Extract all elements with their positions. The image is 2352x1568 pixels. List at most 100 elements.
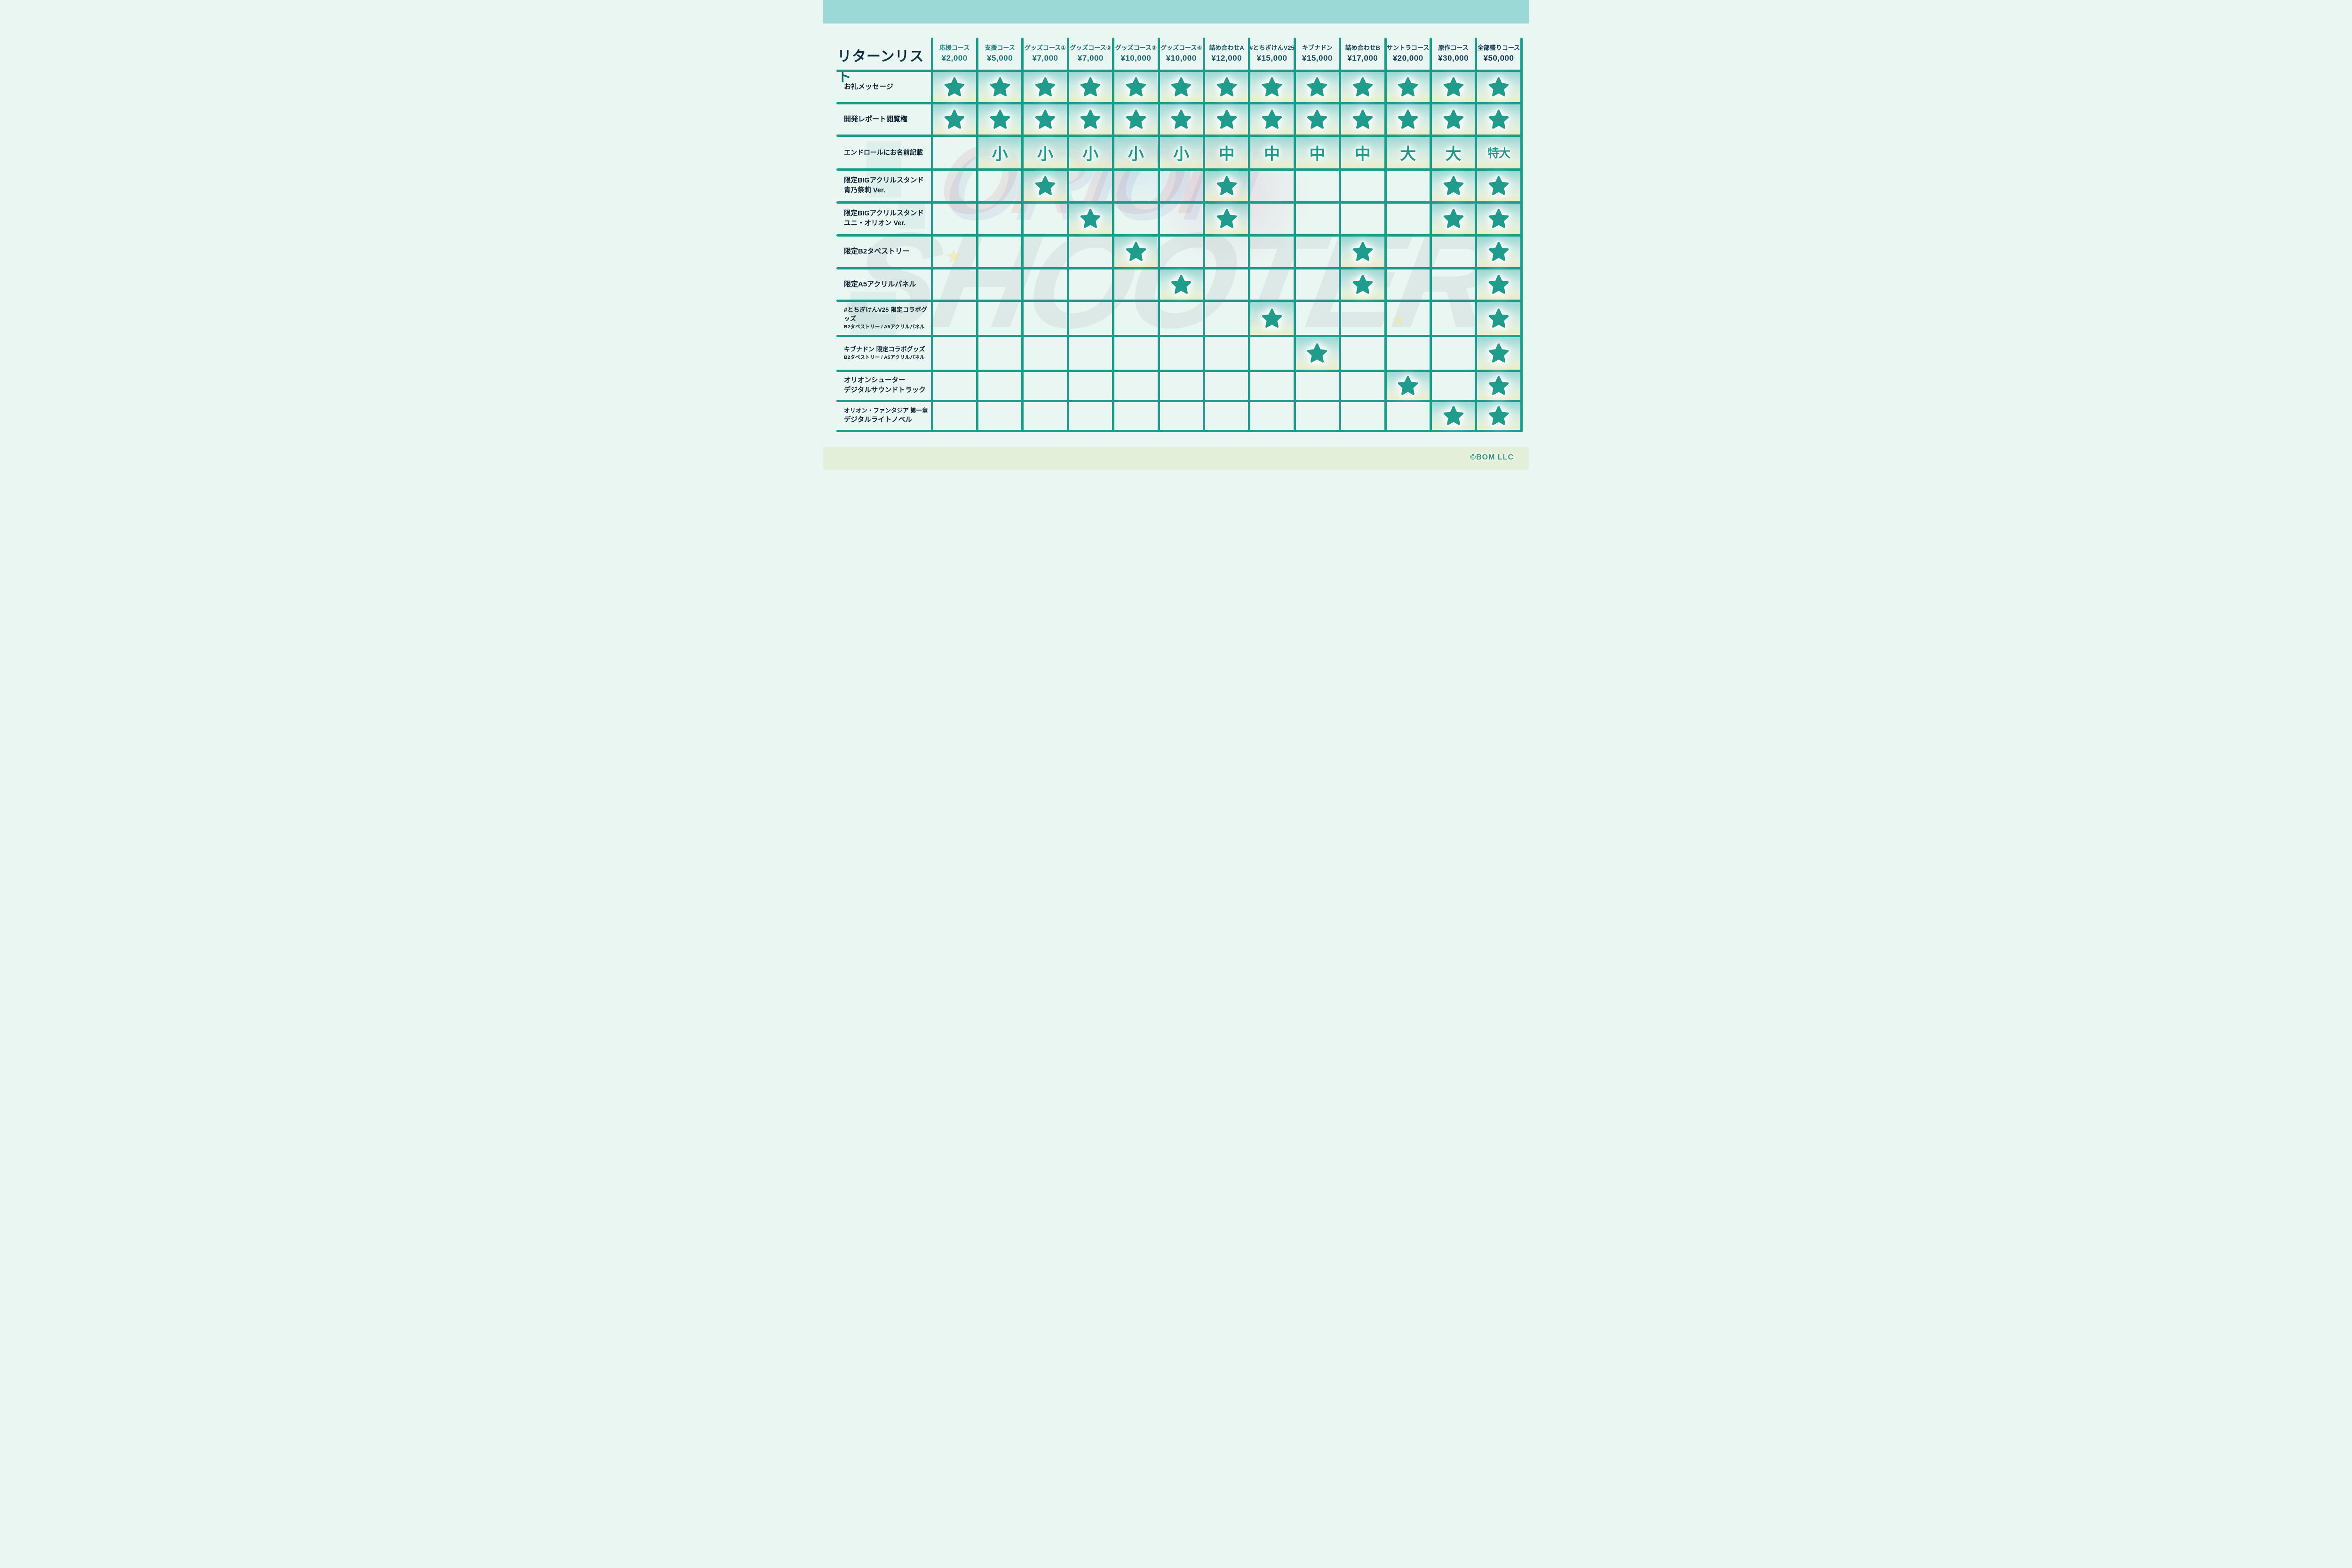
course-price: ¥7,000: [1032, 53, 1058, 63]
course-price: ¥15,000: [1256, 53, 1287, 63]
cell-tint: [1431, 136, 1475, 168]
star-icon: [1261, 76, 1283, 98]
reward-cell: [1113, 235, 1159, 268]
star-icon: [989, 76, 1011, 98]
course-price: ¥7,000: [1077, 53, 1104, 63]
reward-cell: 小: [1068, 135, 1113, 169]
star-icon: [1397, 375, 1419, 396]
row-label: オリオンシューターデジタルサウンドトラック: [839, 371, 930, 401]
star-icon: [1080, 76, 1101, 98]
star-icon: [1306, 109, 1328, 130]
reward-cell: 大: [1385, 135, 1430, 169]
cell-tint: [1295, 136, 1339, 168]
column-divider: [1112, 38, 1115, 432]
star-icon: [1488, 405, 1510, 427]
reward-cell: [1023, 71, 1068, 103]
row-label-line: オリオンシューター: [844, 376, 906, 384]
column-divider: [1520, 38, 1523, 432]
credit-size-text: 小: [1128, 145, 1144, 163]
star-icon: [1306, 76, 1328, 98]
cell-tint: [1205, 136, 1248, 168]
star-icon: [1443, 175, 1464, 197]
row-label-line: お礼メッセージ: [844, 82, 893, 91]
watermark-square: [898, 202, 925, 229]
reward-cell: [1340, 268, 1385, 301]
credit-size-text: 特大: [1487, 147, 1510, 160]
top-band: [823, 0, 1529, 24]
star-icon: [1397, 76, 1419, 98]
reward-cell: [1430, 71, 1476, 103]
reward-cell: [977, 103, 1022, 135]
row-label: 限定BIGアクリルスタンド ユニ・オリオン Ver.: [839, 202, 930, 235]
reward-cell: [1430, 202, 1476, 235]
row-divider: [836, 102, 1523, 104]
column-header: グッズコース① ¥7,000: [1023, 39, 1068, 68]
column-divider: [1021, 38, 1024, 432]
column-header: 原作コース ¥30,000: [1430, 39, 1476, 68]
reward-cell: [1476, 235, 1521, 268]
return-list-poster: ORION ORION SHOOTER ★ ★ リターンリスト 応援コース¥2,…: [823, 0, 1529, 470]
course-price: ¥10,000: [1166, 53, 1197, 63]
watermark-square: [850, 292, 896, 337]
star-icon: [944, 76, 965, 98]
row-label: 開発レポート閲覧権: [839, 103, 930, 135]
row-label: キブナドン 限定コラボグッズ B2タペストリー / A5アクリルパネル: [839, 336, 930, 371]
star-icon: [1125, 241, 1147, 262]
star-icon: [1352, 76, 1374, 98]
course-name: 詰め合わせB: [1345, 44, 1380, 51]
row-divider: [836, 134, 1523, 137]
reward-cell: [932, 103, 977, 135]
reward-cell: 小: [1023, 135, 1068, 169]
row-label-line: デジタルサウンドトラック: [844, 387, 926, 394]
row-divider: [836, 234, 1523, 237]
column-header: 詰め合わせA ¥12,000: [1204, 39, 1249, 68]
star-icon: [1397, 109, 1419, 130]
reward-cell: [1430, 401, 1476, 431]
course-name: グッズコース②: [1070, 44, 1112, 51]
reward-cell: [1340, 103, 1385, 135]
bottom-band: [823, 447, 1529, 470]
row-label-line: 限定BIGアクリルスタンド: [844, 176, 924, 184]
row-divider: [836, 334, 1523, 337]
cell-tint: [1250, 136, 1294, 168]
star-icon: [1170, 109, 1192, 130]
credit-size-text: 中: [1218, 145, 1235, 163]
row-label: 限定B2タペストリー: [839, 235, 930, 268]
column-header: 応援コース ¥2,000: [932, 39, 977, 68]
row-label-line: エンドロールにお名前記載: [844, 148, 923, 156]
star-icon: [1216, 76, 1238, 98]
star-icon: [989, 109, 1011, 130]
star-icon: [1216, 175, 1238, 197]
row-label-line: 限定B2タペストリー: [844, 247, 910, 256]
column-header: 全部盛りコース ¥50,000: [1476, 39, 1521, 68]
reward-cell: 小: [1113, 135, 1159, 169]
cell-tint: [1477, 136, 1520, 168]
reward-cell: [1476, 202, 1521, 235]
cell-tint: [1160, 136, 1203, 168]
reward-cell: [1159, 103, 1204, 135]
reward-cell: [1476, 301, 1521, 336]
credit-size-text: 中: [1354, 145, 1371, 163]
row-label-line: ユニ・オリオン Ver.: [844, 220, 906, 227]
star-icon: [1352, 241, 1374, 262]
reward-cell: [1295, 336, 1340, 371]
cell-tint: [1386, 136, 1430, 168]
column-header: 詰め合わせB ¥17,000: [1340, 39, 1385, 68]
credit-size-text: 小: [992, 145, 1008, 163]
course-price: ¥15,000: [1302, 53, 1333, 63]
reward-cell: [1249, 301, 1295, 336]
row-label: #とちぎけんV25 限定コラボグッズ B2タペストリー / A5アクリルパネル: [839, 301, 930, 336]
column-divider: [930, 38, 933, 432]
column-header: キブナドン ¥15,000: [1295, 39, 1340, 68]
reward-cell: [1068, 202, 1113, 235]
star-icon: [1488, 375, 1510, 396]
reward-cell: [977, 71, 1022, 103]
reward-cell: [1476, 268, 1521, 301]
row-label: オリオン・ファンタジア 第一章 デジタルライトノベル: [839, 401, 930, 431]
star-icon: [1080, 109, 1101, 130]
cell-tint: [978, 136, 1022, 168]
reward-cell: [1476, 71, 1521, 103]
row-label-line: 青乃祭莉 Ver.: [844, 187, 885, 194]
row-label: 限定BIGアクリルスタンド 青乃祭莉 Ver.: [839, 169, 930, 202]
reward-cell: [1204, 71, 1249, 103]
